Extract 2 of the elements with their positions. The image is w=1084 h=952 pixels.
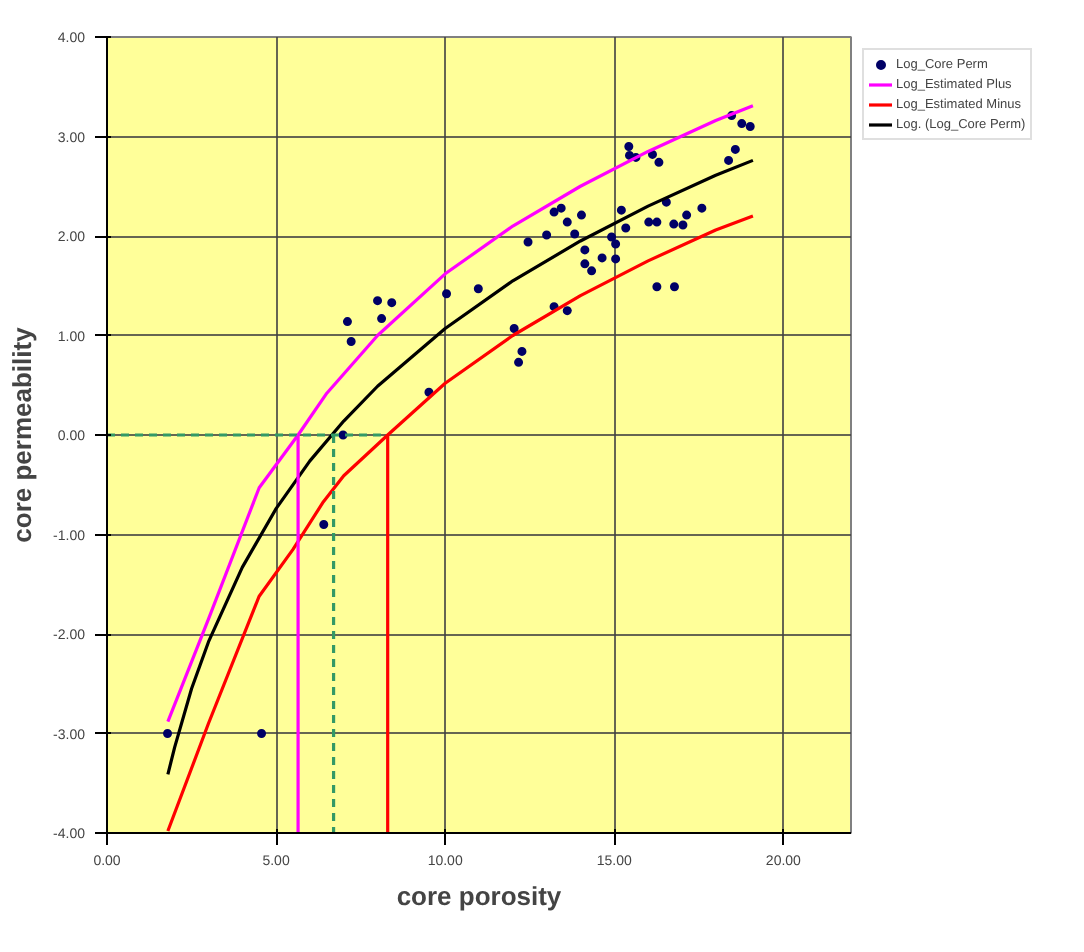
x-axis-title: core porosity xyxy=(396,881,563,911)
y-axis-title: core permeability xyxy=(7,325,38,543)
